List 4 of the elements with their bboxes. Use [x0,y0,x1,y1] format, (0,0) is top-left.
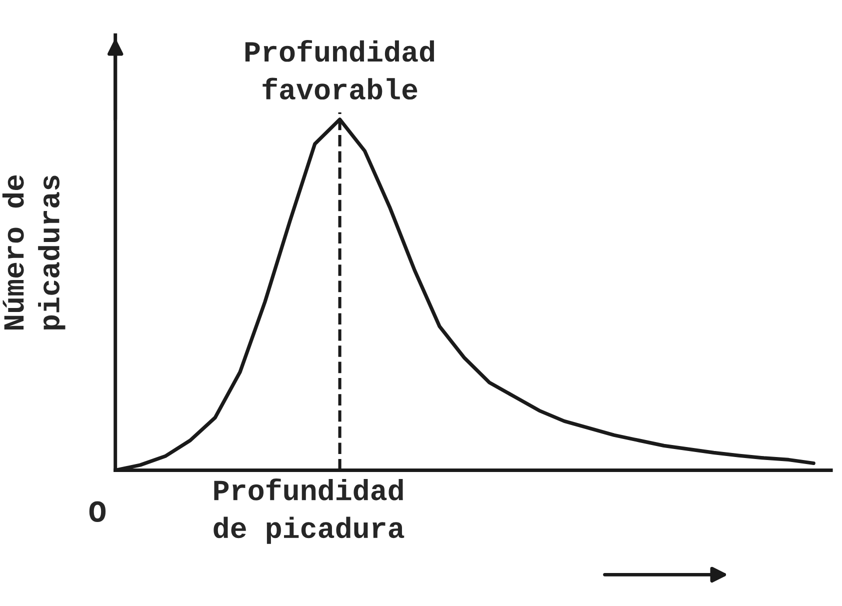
text: Profundidad favorable [245,40,434,100]
y-axis-title: Número de picaduras [2,175,66,330]
x-axis-title: Profundidad de picadura [214,478,404,544]
text: O [89,501,106,522]
